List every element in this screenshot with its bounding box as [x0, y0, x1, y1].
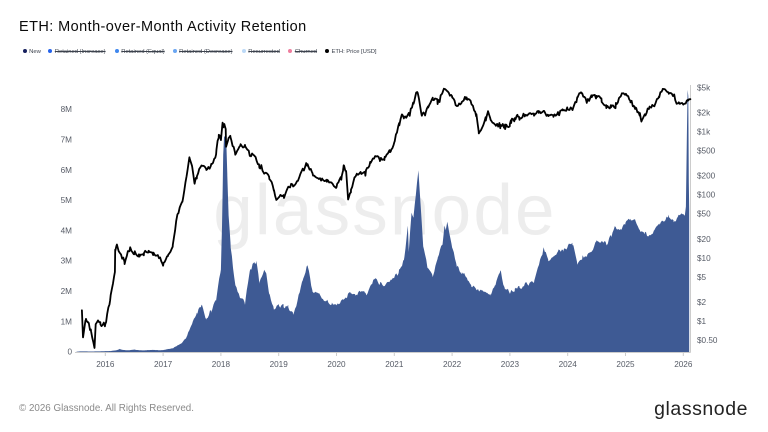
svg-text:2016: 2016: [96, 360, 115, 369]
svg-text:$500: $500: [697, 147, 716, 156]
svg-text:$5k: $5k: [697, 83, 711, 92]
svg-text:$200: $200: [697, 172, 716, 181]
svg-text:2026: 2026: [674, 360, 693, 369]
svg-text:2M: 2M: [61, 287, 73, 296]
svg-text:2017: 2017: [154, 360, 173, 369]
svg-text:$0.50: $0.50: [697, 336, 718, 345]
svg-text:$20: $20: [697, 235, 711, 244]
svg-text:4M: 4M: [61, 226, 73, 235]
svg-text:glassnode: glassnode: [213, 172, 557, 251]
svg-text:$100: $100: [697, 191, 716, 200]
svg-text:$5: $5: [697, 273, 707, 282]
svg-text:$10: $10: [697, 254, 711, 263]
svg-text:$2: $2: [697, 298, 707, 307]
svg-text:0: 0: [67, 348, 72, 357]
svg-text:2021: 2021: [385, 360, 404, 369]
svg-text:$50: $50: [697, 210, 711, 219]
svg-text:1M: 1M: [61, 317, 73, 326]
svg-text:2025: 2025: [616, 360, 635, 369]
svg-text:5M: 5M: [61, 196, 73, 205]
svg-text:$1: $1: [697, 317, 707, 326]
svg-text:3M: 3M: [61, 257, 73, 266]
svg-text:2024: 2024: [559, 360, 578, 369]
svg-text:8M: 8M: [61, 105, 73, 114]
svg-text:7M: 7M: [61, 136, 73, 145]
svg-text:2023: 2023: [501, 360, 520, 369]
svg-text:2018: 2018: [212, 360, 231, 369]
svg-text:$1k: $1k: [697, 128, 711, 137]
svg-text:2022: 2022: [443, 360, 462, 369]
svg-text:2020: 2020: [327, 360, 346, 369]
svg-text:6M: 6M: [61, 166, 73, 175]
svg-text:$2k: $2k: [697, 108, 711, 117]
svg-text:2019: 2019: [270, 360, 289, 369]
